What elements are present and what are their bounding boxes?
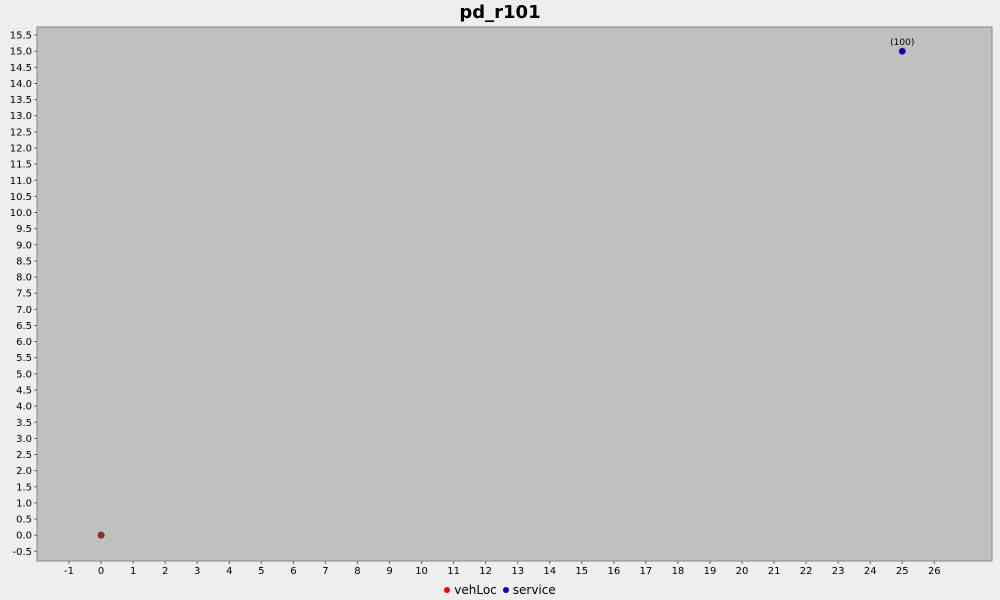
y-tick-label: 7.5 <box>16 289 32 300</box>
y-tick-label: 2.5 <box>16 450 32 461</box>
x-tick-label: -1 <box>64 566 74 577</box>
legend-marker-service <box>502 587 509 593</box>
y-tick-label: 2.0 <box>16 466 32 477</box>
y-tick-label: 4.0 <box>16 402 32 413</box>
point-label: (100) <box>890 38 914 48</box>
legend-label-vehloc: vehLoc <box>454 583 497 597</box>
y-tick-label: 8.5 <box>16 256 32 267</box>
y-tick-label: 1.5 <box>16 482 32 493</box>
y-tick-label: 9.0 <box>16 240 32 251</box>
y-tick-label: 11.5 <box>10 160 32 171</box>
y-tick-label: 12.5 <box>10 127 32 138</box>
x-tick-label: 5 <box>258 566 264 577</box>
legend: vehLoc service <box>0 581 1000 599</box>
data-points: (100) <box>97 38 914 539</box>
y-tick-label: 10.5 <box>10 192 32 203</box>
y-tick-label: 6.5 <box>16 321 32 332</box>
x-tick-label: 23 <box>832 566 845 577</box>
y-tick-label: 14.0 <box>10 79 32 90</box>
y-tick-label: 0.0 <box>16 531 32 542</box>
x-tick-label: 3 <box>194 566 200 577</box>
y-tick-label: 15.0 <box>10 47 32 58</box>
y-tick-label: 13.5 <box>10 95 32 106</box>
x-tick-label: 0 <box>98 566 104 577</box>
x-tick-label: 17 <box>640 566 653 577</box>
x-tick-label: 20 <box>736 566 749 577</box>
x-tick-label: 24 <box>864 566 877 577</box>
y-tick-label: -0.5 <box>12 547 32 558</box>
plot-area <box>36 26 993 562</box>
legend-item-service: service <box>502 583 556 597</box>
x-tick-label: 1 <box>130 566 136 577</box>
x-tick-label: 15 <box>575 566 588 577</box>
y-tick-label: 5.0 <box>16 369 32 380</box>
legend-label-service: service <box>512 583 556 597</box>
chart-title: pd_r101 <box>459 2 541 23</box>
x-axis: -1 0 1 2 3 4 5 6 7 8 9 10 11 12 13 14 15 16 17 18 19 20 21 22 23… <box>64 561 941 577</box>
y-tick-label: 15.5 <box>10 31 32 42</box>
y-tick-label: 13.0 <box>10 111 32 122</box>
x-tick-label: 12 <box>479 566 492 577</box>
x-tick-label: 7 <box>322 566 328 577</box>
y-tick-label: 3.0 <box>16 434 32 445</box>
x-tick-label: 10 <box>415 566 428 577</box>
x-tick-label: 6 <box>290 566 296 577</box>
x-tick-label: 21 <box>768 566 781 577</box>
x-tick-label: 19 <box>704 566 717 577</box>
y-tick-label: 4.5 <box>16 385 32 396</box>
x-tick-label: 11 <box>447 566 460 577</box>
x-tick-label: 2 <box>162 566 168 577</box>
y-tick-label: 10.0 <box>10 208 32 219</box>
x-tick-label: 26 <box>928 566 941 577</box>
y-tick-label: 12.0 <box>10 143 32 154</box>
point-vehloc <box>97 531 105 539</box>
y-axis: -0.5 0.0 0.5 1.0 1.5 2.0 2.5 3.0 3.5 4.0 4.5 5.0 5.5… <box>10 31 37 558</box>
y-tick-label: 11.0 <box>10 176 32 187</box>
y-tick-label: 3.5 <box>16 418 32 429</box>
y-tick-label: 6.0 <box>16 337 32 348</box>
x-tick-label: 14 <box>543 566 556 577</box>
y-tick-label: 1.0 <box>16 498 32 509</box>
y-tick-label: 5.5 <box>16 353 32 364</box>
legend-item-vehloc: vehLoc <box>444 583 497 597</box>
x-tick-label: 8 <box>354 566 360 577</box>
y-tick-label: 0.5 <box>16 515 32 526</box>
x-tick-label: 13 <box>511 566 524 577</box>
y-tick-label: 9.5 <box>16 224 32 235</box>
x-tick-label: 18 <box>672 566 685 577</box>
x-tick-label: 16 <box>607 566 620 577</box>
y-tick-label: 7.0 <box>16 305 32 316</box>
y-tick-label: 14.5 <box>10 63 32 74</box>
legend-marker-vehloc <box>444 587 451 593</box>
x-tick-label: 4 <box>226 566 232 577</box>
point-service <box>898 47 906 55</box>
x-tick-label: 22 <box>800 566 813 577</box>
y-tick-label: 8.0 <box>16 273 32 284</box>
x-tick-label: 9 <box>386 566 392 577</box>
x-tick-label: 25 <box>896 566 909 577</box>
